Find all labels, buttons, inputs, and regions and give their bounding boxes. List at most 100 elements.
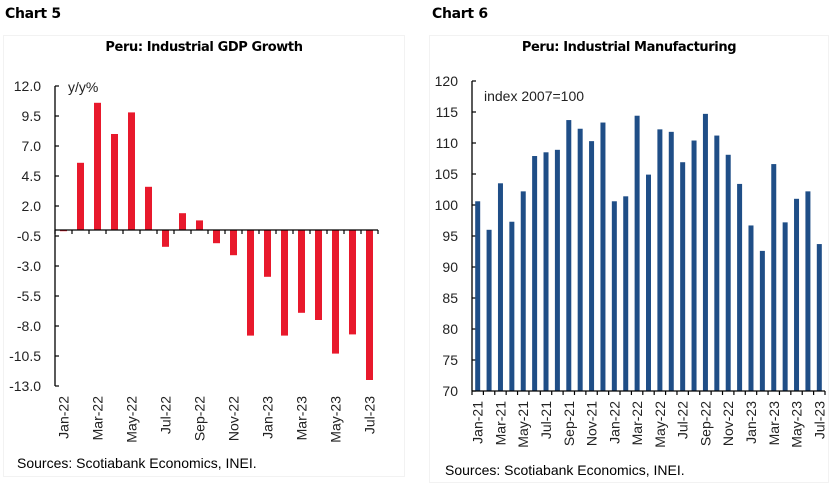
bar-apr-21 (509, 221, 515, 391)
y-tick-label: 4.5 (22, 168, 42, 184)
x-tick-label: May-22 (652, 401, 668, 448)
bar-jun-21 (532, 156, 538, 391)
y-tick-label: -13.0 (9, 378, 41, 394)
x-tick-label: Jan-23 (743, 401, 759, 444)
chart5-number-label: Chart 5 (5, 6, 61, 22)
y-tick-label: 70 (442, 383, 458, 399)
y-tick-label: 105 (435, 166, 459, 182)
bar-mar-22 (94, 102, 101, 230)
bar-jun-23 (349, 230, 356, 335)
bar-feb-21 (486, 229, 492, 391)
y-tick-label: -5.5 (17, 288, 41, 304)
bar-jan-21 (475, 201, 481, 391)
bar-mar-23 (298, 230, 305, 313)
x-tick-label: Nov-22 (226, 396, 242, 441)
y-tick-label: -8.0 (17, 318, 41, 334)
x-tick-label: Nov-21 (584, 401, 600, 446)
bar-jul-23 (366, 230, 373, 380)
x-tick-label: Mar-22 (629, 401, 645, 446)
bar-jul-22 (162, 230, 169, 247)
y-tick-label: 95 (442, 228, 458, 244)
bar-jan-22 (611, 201, 617, 391)
x-tick-label: Mar-23 (766, 401, 782, 446)
y-tick-label: 7.0 (22, 138, 42, 154)
bar-sep-22 (702, 113, 708, 392)
bar-jan-23 (264, 230, 271, 277)
bar-oct-22 (213, 230, 220, 244)
bar-jul-23 (816, 244, 822, 391)
bar-aug-22 (179, 213, 186, 230)
x-tick-label: Jul-21 (538, 401, 554, 439)
bar-feb-23 (759, 250, 765, 391)
y-tick-label: -3.0 (17, 258, 41, 274)
y-tick-label: 110 (436, 135, 459, 151)
bar-nov-22 (230, 230, 237, 256)
x-tick-label: Nov-22 (720, 401, 736, 446)
x-tick-label: Sep-22 (192, 396, 208, 441)
bar-aug-22 (691, 140, 697, 391)
bar-dec-22 (247, 230, 254, 336)
bar-nov-21 (589, 141, 595, 391)
bar-jul-21 (543, 152, 549, 391)
bar-jul-22 (680, 162, 686, 391)
bar-feb-22 (623, 196, 629, 391)
bar-apr-23 (782, 222, 788, 391)
chart6-number-label: Chart 6 (432, 6, 488, 22)
bar-may-23 (332, 230, 339, 354)
x-tick-label: May-23 (328, 396, 344, 443)
bar-may-23 (794, 198, 800, 391)
x-tick-label: Mar-22 (90, 396, 106, 441)
chart5-title: Peru: Industrial GDP Growth (105, 40, 303, 55)
x-tick-label: May-22 (124, 396, 140, 443)
x-tick-label: Jan-22 (56, 396, 72, 439)
x-tick-label: Jan-23 (260, 396, 276, 439)
x-tick-label: Jul-22 (158, 396, 174, 434)
y-tick-label: 80 (442, 321, 458, 337)
x-tick-label: Jan-22 (606, 401, 622, 444)
x-tick-label: May-21 (515, 401, 531, 448)
y-tick-label: 75 (442, 352, 458, 368)
x-tick-label: Sep-22 (697, 401, 713, 446)
bar-jun-22 (145, 186, 152, 230)
bar-jun-23 (805, 191, 811, 391)
y-unit-label: index 2007=100 (484, 88, 584, 104)
bar-jan-23 (748, 225, 754, 391)
x-tick-label: May-23 (789, 401, 805, 448)
y-tick-label: 85 (442, 290, 458, 306)
bar-oct-21 (577, 128, 583, 392)
chart6-source: Sources: Scotiabank Economics, INEI. (445, 462, 685, 478)
y-unit-label: y/y% (68, 79, 98, 95)
y-tick-label: 115 (436, 104, 459, 120)
x-tick-label: Jan-21 (470, 401, 486, 444)
y-tick-label: 90 (442, 259, 458, 275)
bar-mar-23 (771, 164, 777, 391)
bar-dec-22 (737, 183, 743, 391)
bar-dec-21 (600, 122, 606, 391)
y-tick-label: 120 (435, 73, 459, 89)
bar-mar-22 (634, 115, 640, 391)
y-tick-label: 100 (435, 197, 459, 213)
bar-apr-22 (646, 174, 651, 391)
x-tick-label: Mar-21 (492, 401, 508, 446)
y-tick-label: 2.0 (22, 198, 42, 214)
bar-sep-22 (196, 220, 203, 230)
bar-apr-23 (315, 230, 322, 320)
bar-feb-22 (77, 162, 84, 230)
bar-apr-22 (111, 134, 118, 230)
bar-mar-21 (497, 183, 503, 391)
bar-sep-21 (566, 120, 572, 391)
x-tick-label: Jul-22 (675, 401, 691, 439)
bar-may-22 (128, 112, 135, 230)
x-tick-label: Jul-23 (362, 396, 378, 434)
bar-nov-22 (725, 154, 731, 391)
y-tick-label: -10.5 (9, 348, 41, 364)
y-tick-label: -0.5 (17, 228, 41, 244)
bar-feb-23 (281, 230, 288, 336)
bar-jun-22 (668, 131, 674, 391)
y-tick-label: 9.5 (22, 108, 42, 124)
bar-may-22 (657, 129, 663, 392)
bar-oct-22 (714, 135, 720, 391)
chart5-source: Sources: Scotiabank Economics, INEI. (17, 455, 257, 471)
